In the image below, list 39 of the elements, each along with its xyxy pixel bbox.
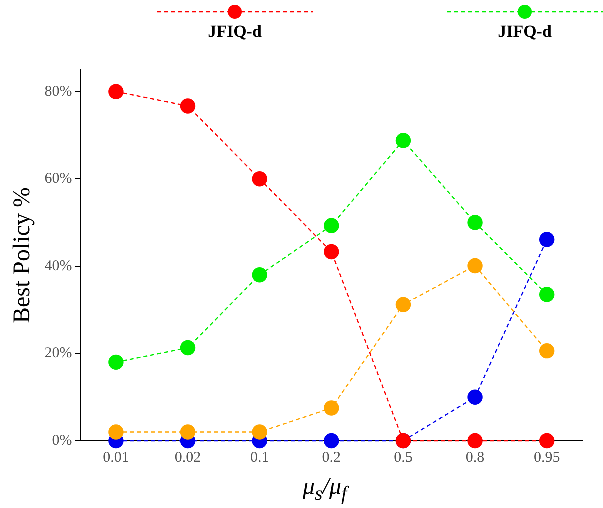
point bbox=[324, 433, 340, 449]
point bbox=[468, 215, 483, 230]
x-tick-label: 0.5 bbox=[394, 450, 413, 466]
point bbox=[468, 390, 483, 405]
x-tick-label: 0.95 bbox=[534, 450, 560, 466]
point bbox=[539, 232, 555, 248]
point bbox=[539, 287, 555, 302]
point bbox=[396, 133, 412, 148]
y-tick-label: 80% bbox=[44, 84, 72, 100]
point bbox=[539, 433, 555, 449]
x-tick-label: 0.1 bbox=[250, 450, 270, 466]
point bbox=[324, 400, 340, 416]
point bbox=[468, 433, 483, 449]
point bbox=[108, 84, 124, 100]
point bbox=[252, 268, 268, 283]
point bbox=[396, 297, 412, 312]
point bbox=[108, 354, 124, 370]
x-tick-label: 0.01 bbox=[103, 450, 130, 466]
point bbox=[468, 258, 483, 274]
x-tick-label: 0.8 bbox=[466, 450, 485, 466]
point bbox=[324, 218, 340, 234]
y-tick-label: 0% bbox=[52, 432, 72, 449]
y-axis-title: Best Policy % bbox=[10, 187, 36, 324]
y-tick-label: 20% bbox=[44, 346, 72, 362]
y-tick-label: 40% bbox=[44, 258, 72, 274]
legend-label: JIFQ-d bbox=[497, 22, 553, 42]
point bbox=[252, 424, 268, 440]
point bbox=[180, 340, 196, 356]
point bbox=[324, 244, 340, 260]
point bbox=[180, 424, 196, 440]
point bbox=[539, 343, 555, 359]
x-tick-label: 0.02 bbox=[174, 450, 202, 466]
x-axis-title: μ$_{s}$/μ$_{f}$ bbox=[302, 474, 350, 506]
y-tick-label: 60% bbox=[44, 171, 72, 188]
x-tick-label: 0.2 bbox=[322, 450, 342, 466]
legend-label: JFIQ-d bbox=[207, 22, 263, 42]
point bbox=[108, 424, 124, 440]
point bbox=[180, 98, 196, 114]
point bbox=[252, 172, 268, 187]
